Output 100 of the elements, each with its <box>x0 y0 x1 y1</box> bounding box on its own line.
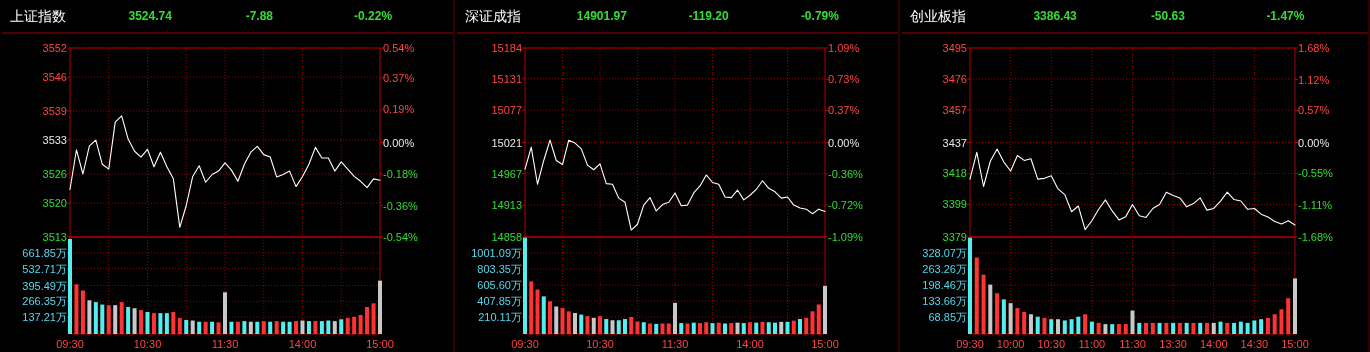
text: 14901.97 <box>576 9 628 23</box>
bar <box>1150 322 1155 334</box>
bar <box>1042 317 1047 334</box>
bar <box>654 323 659 334</box>
x-tick-label: 15:00 <box>811 338 839 350</box>
bar <box>1252 320 1257 334</box>
text: 3524.74 <box>128 9 173 23</box>
bar <box>535 289 540 334</box>
bar <box>281 321 286 334</box>
bar <box>1008 303 1013 334</box>
y2-tick-label: -0.36% <box>383 199 419 212</box>
y-tick-label: 3552 <box>42 42 67 54</box>
bar <box>968 237 972 334</box>
x-tick-label: 14:00 <box>736 338 764 350</box>
y-tick-label: 3526 <box>42 168 67 180</box>
bar <box>1157 322 1162 334</box>
y2-tick-label: 0.00% <box>383 136 415 149</box>
bar <box>791 320 796 334</box>
bar <box>1096 322 1101 334</box>
x-tick-label: 09:30 <box>956 338 984 350</box>
y-tick-label: 263.26万 <box>922 263 967 275</box>
bar <box>358 314 363 334</box>
y-tick-label: 3379 <box>942 231 967 243</box>
bar <box>1177 322 1182 334</box>
y-tick-label: 3539 <box>42 105 67 117</box>
y-tick-label: 3520 <box>42 197 67 210</box>
y-tick-label: 328.07万 <box>922 247 967 259</box>
y2-tick-label: -1.09% <box>828 231 864 243</box>
bar <box>816 304 821 334</box>
bar <box>591 317 596 334</box>
bar <box>294 321 299 334</box>
chart-title: 创业板指 <box>910 8 966 24</box>
bar <box>93 302 98 334</box>
bar <box>145 311 150 334</box>
y2-tick-label: -0.18% <box>383 168 419 180</box>
bar <box>995 293 1000 334</box>
y-tick-label: 395.49万 <box>22 279 67 292</box>
bar <box>164 313 169 334</box>
bar <box>648 323 652 334</box>
bar <box>1130 310 1135 334</box>
y2-tick-label: 0.37% <box>828 104 860 117</box>
text: 3386.43 <box>1033 9 1078 23</box>
bar <box>1062 320 1067 334</box>
text: -0.22% <box>354 9 393 23</box>
bar <box>1123 324 1128 334</box>
x-tick-label: 10:30 <box>133 338 162 350</box>
bar <box>1184 322 1189 334</box>
bar <box>80 290 85 334</box>
bar <box>1035 316 1040 334</box>
bar <box>113 305 118 334</box>
y-tick-label: 14858 <box>491 231 522 243</box>
bar <box>1259 319 1264 334</box>
bar <box>203 321 208 334</box>
bar <box>223 292 227 334</box>
y2-tick-label: -1.11% <box>1298 198 1333 211</box>
y-tick-label: 14967 <box>491 167 522 180</box>
bar <box>1049 319 1054 334</box>
bar <box>287 321 292 334</box>
chart-title: 上证指数 <box>10 8 66 24</box>
y-tick-label: 14913 <box>491 199 522 212</box>
line-series <box>969 148 1296 231</box>
bar <box>748 322 752 334</box>
bar <box>1137 322 1142 334</box>
bar <box>106 305 111 334</box>
y2-tick-label: 1.12% <box>1298 73 1330 86</box>
text: -119.20 <box>688 9 729 23</box>
bar <box>1286 298 1291 334</box>
bar <box>579 314 584 334</box>
bar <box>100 304 105 334</box>
chart-title: 深证成指 <box>465 8 521 24</box>
x-tick-label: 14:30 <box>1240 338 1269 350</box>
y-tick-label: 3437 <box>942 136 967 149</box>
y2-tick-label: -0.55% <box>1298 167 1334 180</box>
bar <box>1279 309 1284 334</box>
bar <box>679 323 684 334</box>
bar <box>1171 322 1176 334</box>
bar <box>1116 324 1121 334</box>
bar <box>1232 322 1237 334</box>
bar <box>1238 321 1243 334</box>
y2-tick-label: 1.68% <box>1298 42 1330 54</box>
bar <box>1083 314 1088 334</box>
bar <box>616 320 621 334</box>
x-tick-label: 10:00 <box>996 338 1025 350</box>
bar <box>158 313 163 334</box>
x-tick-label: 09:30 <box>511 338 539 350</box>
bar <box>332 321 337 334</box>
bar <box>171 311 176 334</box>
bar <box>68 238 72 334</box>
bar <box>1272 314 1277 334</box>
bar <box>1015 308 1020 334</box>
bar <box>766 322 771 334</box>
x-tick-label: 09:30 <box>56 338 84 350</box>
bar <box>804 317 809 334</box>
bar <box>229 321 234 334</box>
x-tick-label: 11:30 <box>211 338 239 350</box>
bar <box>87 300 92 334</box>
bar <box>1069 319 1074 334</box>
x-tick-label: 11:00 <box>1078 338 1106 350</box>
y2-tick-label: 0.57% <box>1298 104 1330 117</box>
bar <box>1144 322 1149 334</box>
